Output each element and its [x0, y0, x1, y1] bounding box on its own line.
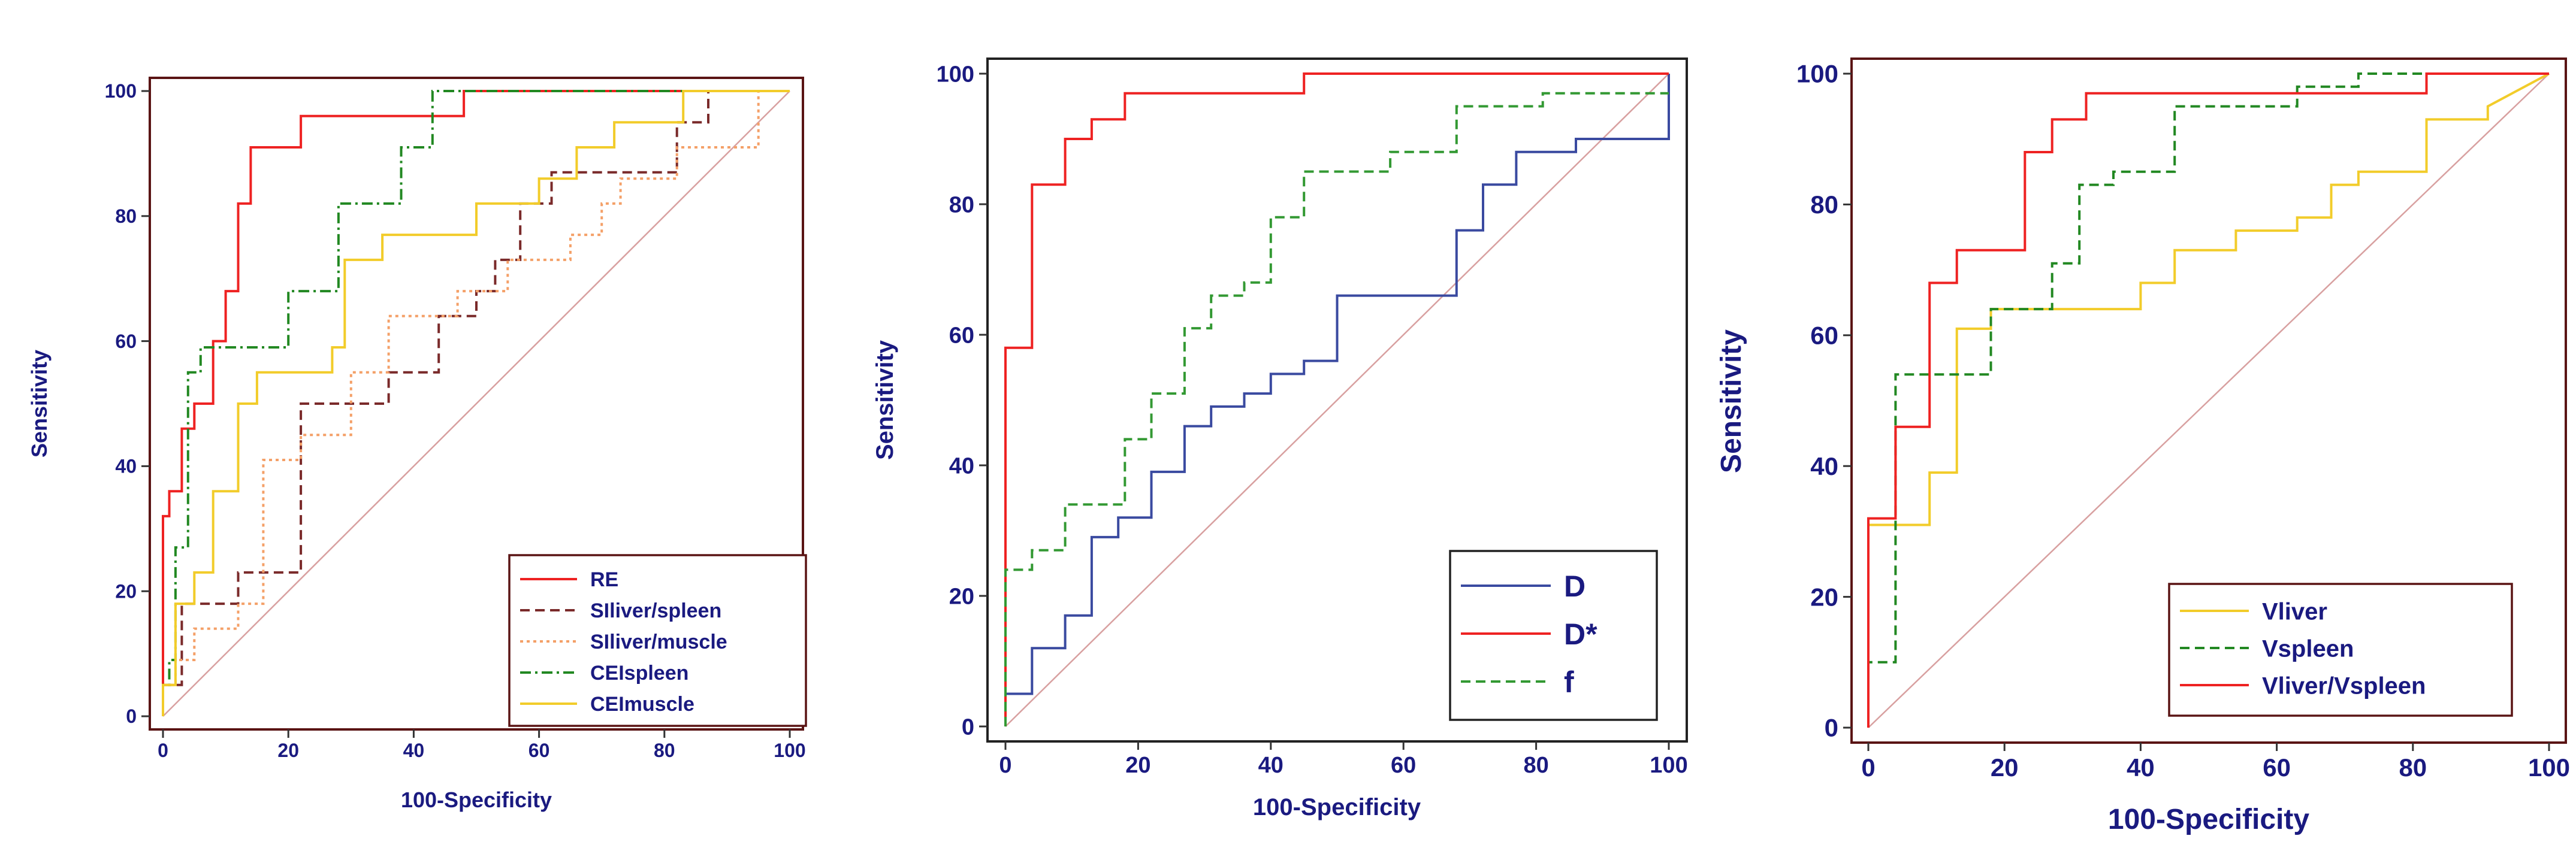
series-line-re	[162, 90, 790, 716]
legend: Vliver Vspleen Vliver/Vspleen	[2168, 583, 2513, 717]
x-tick-label: 100	[2528, 753, 2570, 782]
roc-panel-middle: 0 20 40 60 80 100 0 20 40 60 80 100 100-Specificity S…	[872, 57, 1688, 820]
x-tick-label: 40	[403, 740, 425, 761]
legend-label: SIliver/spleen	[590, 599, 721, 622]
y-axis-label: Sensitivity	[1716, 329, 1747, 473]
x-tick-label: 60	[1391, 753, 1416, 778]
y-tick-label: 0	[126, 705, 137, 727]
y-tick-label: 100	[1796, 60, 1838, 88]
roc-panel-left: 0 20 40 60 80 100 0 20 40 60 80 100 100-Specificity S…	[27, 77, 807, 812]
x-tick-label: 60	[529, 740, 550, 761]
y-tick-label: 80	[115, 205, 137, 227]
legend-label: Vspleen	[2262, 635, 2354, 662]
y-tick-label: 20	[949, 584, 974, 609]
x-tick-label: 80	[1523, 753, 1548, 778]
x-tick-label: 0	[158, 740, 168, 761]
legend-label: SIliver/muscle	[590, 631, 727, 653]
y-tick-label: 80	[1810, 190, 1838, 219]
legend-box	[2168, 583, 2513, 717]
legend-label: f	[1564, 665, 1574, 699]
x-tick-label: 20	[1991, 753, 2019, 782]
series-line-f	[1004, 92, 1669, 726]
x-tick-label: 80	[654, 740, 675, 761]
series-line-vspleen	[1867, 72, 2549, 728]
legend-label: D	[1564, 570, 1586, 603]
reference-diagonal	[162, 90, 790, 717]
x-tick-label: 20	[1125, 753, 1150, 778]
series-line-ceimuscle	[162, 90, 790, 716]
y-tick-label: 60	[115, 331, 137, 352]
y-tick-label: 40	[1810, 452, 1838, 480]
x-axis-label: 100-Specificity	[2108, 804, 2309, 835]
plot-frame	[1850, 57, 2567, 744]
legend-box	[1449, 550, 1658, 721]
legend-box	[508, 554, 807, 727]
legend: D D* f	[1449, 550, 1658, 721]
x-tick-label: 40	[2127, 753, 2155, 782]
y-tick-label: 60	[949, 323, 974, 348]
x-tick-label: 80	[2399, 753, 2427, 782]
legend-label: RE	[590, 568, 618, 591]
series-line-siliver-muscle	[162, 90, 790, 716]
x-axis-label: 100-Specificity	[1253, 794, 1421, 820]
x-tick-label: 20	[277, 740, 299, 761]
y-tick-label: 80	[949, 192, 974, 217]
plot-frame	[986, 57, 1688, 743]
y-tick-label: 0	[962, 714, 974, 740]
y-tick-label: 60	[1810, 322, 1838, 350]
y-tick-label: 0	[1825, 714, 1838, 742]
y-tick-label: 20	[1810, 583, 1838, 611]
x-tick-label: 0	[1861, 753, 1875, 782]
series-line-vliver	[1867, 72, 2550, 728]
series-line-vliver-vspleen	[1867, 72, 2549, 728]
y-tick-label: 100	[937, 62, 974, 87]
legend-label: D*	[1564, 617, 1597, 651]
roc-panel-right: 0 20 40 60 80 100 0 20 40 60 80 100 100-Specificity S…	[1716, 57, 2570, 835]
x-tick-label: 100	[1650, 753, 1687, 778]
x-tick-label: 100	[774, 740, 805, 761]
series-line-d	[1004, 74, 1670, 726]
x-axis-label: 100-Specificity	[401, 788, 552, 812]
legend-label: CEIspleen	[590, 662, 688, 685]
y-axis-label: Sensitivity	[27, 350, 52, 458]
series-line-ceispleen	[162, 90, 790, 716]
legend-label: CEImuscle	[590, 693, 694, 716]
legend: RE SIliver/spleen SIliver/muscle CEIspleen C…	[508, 554, 807, 727]
reference-diagonal	[1005, 73, 1669, 727]
legend-label: Vliver	[2262, 598, 2327, 625]
series-line-d-	[1004, 72, 1669, 726]
x-tick-label: 0	[999, 753, 1011, 778]
y-tick-label: 20	[115, 580, 137, 602]
reference-diagonal	[1868, 73, 2550, 728]
legend-label: Vliver/Vspleen	[2262, 673, 2426, 699]
plot-frame	[149, 77, 804, 731]
x-tick-label: 60	[2263, 753, 2291, 782]
y-tick-label: 40	[949, 453, 974, 479]
y-tick-label: 40	[115, 456, 137, 477]
x-tick-label: 40	[1258, 753, 1284, 778]
y-axis-label: Sensitivity	[872, 340, 898, 460]
y-tick-label: 100	[105, 80, 137, 102]
